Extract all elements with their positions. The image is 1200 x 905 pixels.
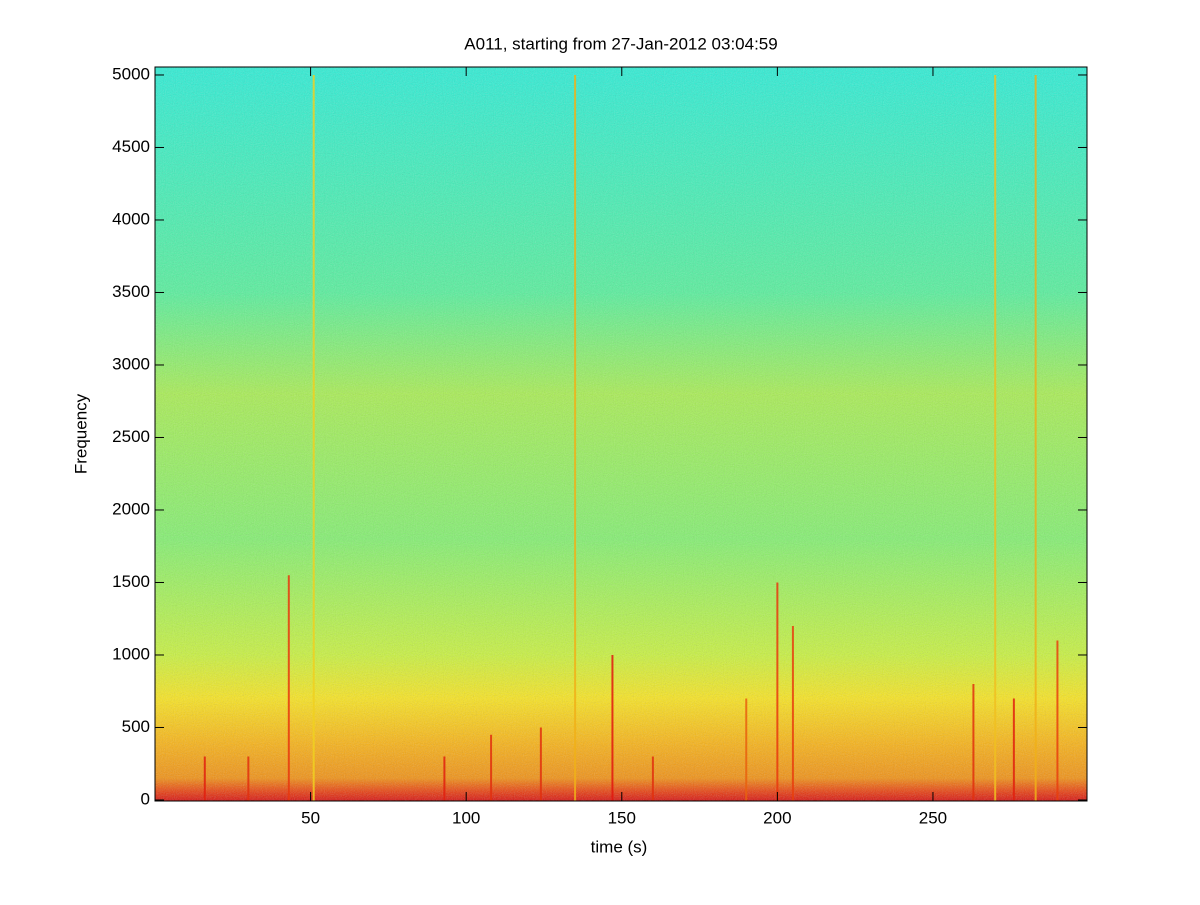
x-tick-label: 250 [919, 808, 947, 827]
spectrogram-noise [155, 67, 1087, 801]
y-tick-label: 3500 [112, 282, 150, 301]
x-tick-label: 100 [452, 808, 480, 827]
x-tick-label: 200 [763, 808, 791, 827]
x-tick-label: 50 [301, 808, 320, 827]
y-tick-label: 2000 [112, 499, 150, 518]
y-axis-label: Frequency [71, 393, 90, 474]
plot-area [155, 67, 1087, 801]
x-tick-label: 150 [608, 808, 636, 827]
x-axis-label: time (s) [591, 837, 648, 856]
axes-frame [154, 66, 1088, 802]
y-tick-label: 4500 [112, 137, 150, 156]
y-tick-label: 4000 [112, 209, 150, 228]
y-tick-label: 1000 [112, 644, 150, 663]
y-tick-label: 0 [141, 789, 150, 808]
y-tick-label: 500 [122, 717, 150, 736]
y-tick-label: 2500 [112, 427, 150, 446]
y-tick-label: 1500 [112, 572, 150, 591]
y-tick-label: 5000 [112, 64, 150, 83]
axes: 50 100 150 200 25005001000150020002500300035… [112, 64, 1088, 827]
y-tick-label: 3000 [112, 354, 150, 373]
chart-title: A011, starting from 27-Jan-2012 03:04:59 [464, 34, 777, 53]
